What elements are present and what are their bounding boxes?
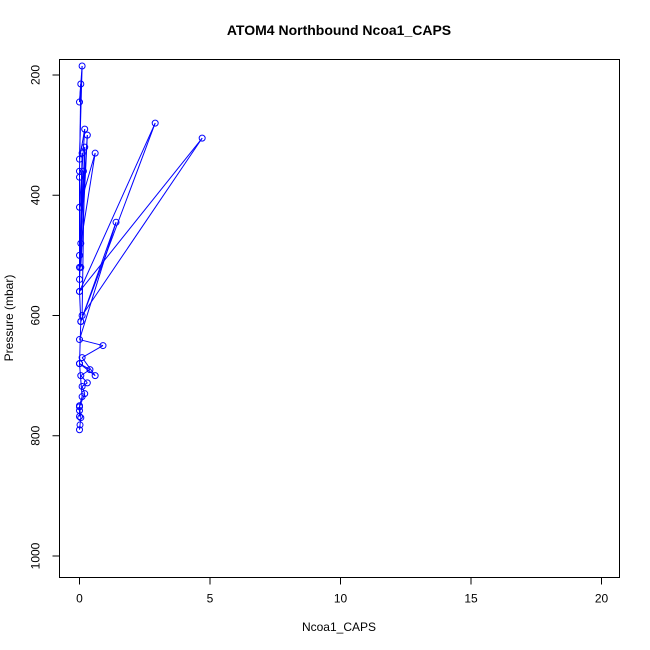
data-point bbox=[79, 167, 87, 175]
series-line-segment bbox=[79, 122, 156, 292]
data-point bbox=[76, 203, 83, 211]
data-point bbox=[78, 354, 86, 362]
data-point bbox=[81, 143, 89, 151]
x-axis: 0 5 10 15 20 bbox=[76, 577, 609, 606]
data-point bbox=[78, 393, 86, 401]
data-point bbox=[78, 149, 86, 157]
chart-title: ATOM4 Northbound Ncoa1_CAPS bbox=[227, 22, 451, 38]
data-point bbox=[76, 98, 83, 106]
data-point bbox=[112, 218, 120, 226]
data-point bbox=[151, 119, 159, 127]
data-point bbox=[77, 372, 85, 380]
data-point bbox=[78, 62, 86, 70]
data-point bbox=[77, 414, 85, 422]
x-tick-label: 5 bbox=[207, 592, 214, 606]
data-point bbox=[76, 155, 83, 163]
data-point bbox=[77, 318, 85, 326]
data-point bbox=[76, 421, 84, 429]
y-tick-label: 600 bbox=[29, 305, 43, 325]
series-line-segment bbox=[79, 393, 86, 408]
series-line-segment bbox=[80, 122, 156, 322]
data-point bbox=[86, 366, 94, 374]
series-line-segment bbox=[79, 291, 82, 322]
data-point bbox=[76, 360, 83, 368]
data-point bbox=[76, 336, 83, 344]
data-point bbox=[91, 372, 99, 380]
data-point bbox=[83, 131, 91, 139]
plot-frame bbox=[59, 59, 620, 578]
x-axis-label: Ncoa1_CAPS bbox=[302, 620, 376, 634]
y-tick-label: 800 bbox=[29, 425, 43, 445]
data-point bbox=[76, 173, 83, 181]
series-line-segment bbox=[79, 129, 86, 160]
series-line-segment bbox=[79, 137, 203, 292]
y-tick-label: 1000 bbox=[29, 542, 43, 569]
data-point bbox=[76, 426, 83, 434]
series-line-segment bbox=[79, 222, 117, 340]
data-point bbox=[77, 239, 85, 247]
series-line-segment bbox=[81, 137, 203, 316]
data-point bbox=[99, 342, 107, 350]
x-tick-label: 0 bbox=[76, 592, 83, 606]
data-point bbox=[76, 413, 83, 421]
y-tick-label: 400 bbox=[29, 185, 43, 205]
data-point bbox=[91, 149, 99, 157]
x-tick-label: 15 bbox=[464, 592, 478, 606]
series-line-segment bbox=[79, 363, 83, 397]
data-point bbox=[78, 382, 86, 390]
data-point bbox=[76, 287, 83, 295]
y-axis: 200 400 600 800 1000 bbox=[29, 65, 60, 569]
x-tick-label: 10 bbox=[334, 592, 348, 606]
data-point bbox=[76, 263, 83, 271]
data-point bbox=[81, 125, 89, 133]
data-point bbox=[76, 402, 83, 410]
data-point bbox=[76, 275, 83, 283]
data-point bbox=[77, 80, 85, 88]
series-line-segment bbox=[80, 375, 88, 384]
series-line-segment bbox=[81, 386, 86, 394]
series-line-segment bbox=[80, 153, 96, 244]
y-tick-label: 200 bbox=[29, 65, 43, 85]
data-point bbox=[76, 251, 83, 259]
series-line-segment bbox=[79, 424, 81, 430]
y-axis-label: Pressure (mbar) bbox=[2, 275, 16, 362]
data-point bbox=[83, 379, 91, 387]
series-line-segment bbox=[81, 345, 104, 359]
data-point bbox=[198, 134, 206, 142]
series-line-segment bbox=[79, 153, 96, 208]
series-line-segment bbox=[79, 339, 104, 347]
x-tick-label: 20 bbox=[595, 592, 609, 606]
plot-area bbox=[76, 62, 206, 434]
